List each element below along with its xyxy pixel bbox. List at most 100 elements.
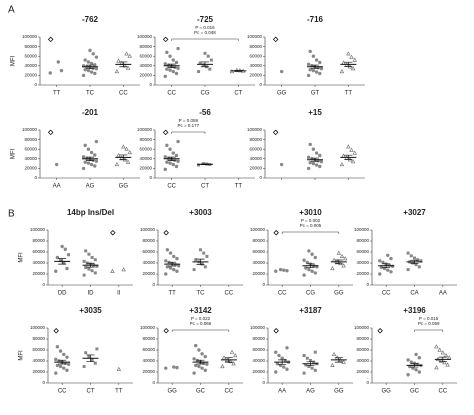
error-bar bbox=[86, 354, 95, 362]
y-tick-label: 80000 bbox=[356, 336, 369, 341]
y-tick-label: 80000 bbox=[249, 44, 262, 49]
y-tick-label: 60000 bbox=[139, 146, 152, 151]
data-point bbox=[305, 356, 309, 360]
y-axis-label: MFI bbox=[11, 56, 17, 67]
data-point bbox=[313, 271, 317, 275]
data-point bbox=[201, 162, 205, 166]
data-point bbox=[56, 60, 60, 64]
data-point bbox=[65, 368, 69, 373]
data-point bbox=[84, 249, 88, 253]
y-tick-label: 80000 bbox=[356, 238, 369, 243]
y-tick-label: 20000 bbox=[249, 73, 262, 78]
x-tick-label: CG bbox=[306, 291, 315, 297]
error-bar bbox=[234, 70, 243, 72]
data-point bbox=[165, 265, 170, 269]
data-point bbox=[434, 365, 439, 370]
data-point bbox=[176, 46, 180, 51]
data-point bbox=[306, 62, 311, 67]
y-tick-label: 80000 bbox=[32, 238, 45, 243]
x-tick-label: GC bbox=[410, 389, 420, 395]
data-point bbox=[62, 366, 66, 370]
data-point bbox=[338, 261, 343, 266]
x-tick-label: TT bbox=[235, 184, 243, 190]
error-bar bbox=[196, 258, 205, 265]
data-point bbox=[406, 251, 410, 255]
data-point bbox=[93, 71, 97, 76]
outlier bbox=[110, 229, 116, 236]
data-point bbox=[417, 265, 421, 269]
data-point bbox=[89, 70, 94, 74]
data-point bbox=[163, 155, 167, 159]
error-bar bbox=[334, 357, 343, 363]
error-bar bbox=[86, 64, 94, 69]
y-tick-label: 60000 bbox=[139, 53, 152, 58]
y-tick-label: 0 bbox=[149, 175, 152, 180]
data-point bbox=[121, 267, 126, 272]
data-point bbox=[378, 272, 382, 276]
data-point bbox=[66, 362, 71, 366]
data-point bbox=[198, 61, 202, 65]
data-point bbox=[202, 251, 206, 255]
data-point bbox=[313, 368, 317, 372]
data-point bbox=[91, 52, 95, 56]
error-bar bbox=[410, 363, 419, 368]
panel-title: +3027 bbox=[403, 208, 426, 217]
y-axis-label: MFI bbox=[11, 149, 17, 160]
outlier bbox=[47, 129, 54, 136]
data-point bbox=[94, 139, 99, 144]
y-tick-label: 60000 bbox=[252, 249, 265, 254]
data-point bbox=[381, 260, 385, 265]
x-tick-label: GT bbox=[311, 91, 320, 97]
outlier bbox=[272, 36, 279, 43]
data-point bbox=[314, 151, 319, 155]
x-tick-label: GG bbox=[334, 389, 344, 395]
y-tick-label: 60000 bbox=[356, 249, 369, 254]
data-point bbox=[114, 69, 120, 74]
data-point bbox=[65, 266, 69, 271]
y-tick-label: 20000 bbox=[32, 271, 45, 276]
x-tick-label: CC bbox=[167, 184, 176, 190]
data-point bbox=[194, 258, 198, 262]
data-point bbox=[174, 164, 179, 169]
y-tick-label: 0 bbox=[259, 82, 262, 87]
data-point bbox=[165, 67, 169, 71]
data-point bbox=[165, 50, 169, 55]
data-point bbox=[220, 364, 225, 369]
data-point bbox=[197, 163, 201, 167]
x-tick-label: GG bbox=[334, 291, 344, 297]
data-point bbox=[95, 347, 99, 351]
panel-title: 14bp Ins/Del bbox=[67, 208, 114, 217]
data-point bbox=[378, 259, 382, 263]
data-point bbox=[171, 69, 175, 74]
y-axis-label: MFI bbox=[19, 350, 25, 361]
y-tick-label: 100000 bbox=[22, 127, 38, 132]
data-point bbox=[125, 159, 131, 164]
y-tick-label: 80000 bbox=[24, 137, 37, 142]
data-point bbox=[341, 153, 346, 158]
data-point bbox=[168, 266, 173, 270]
y-tick-label: 40000 bbox=[139, 156, 152, 161]
y-tick-label: 60000 bbox=[32, 249, 45, 254]
error-bar bbox=[86, 156, 94, 161]
data-point bbox=[176, 159, 180, 163]
x-tick-label: TT bbox=[168, 291, 176, 297]
data-point bbox=[84, 351, 88, 355]
y-tick-label: 40000 bbox=[32, 260, 45, 265]
y-tick-label: 100000 bbox=[250, 325, 266, 330]
data-point bbox=[171, 58, 175, 62]
data-point bbox=[413, 256, 416, 260]
data-point bbox=[285, 269, 289, 273]
data-point bbox=[416, 258, 420, 262]
data-point bbox=[313, 350, 317, 354]
y-tick-label: 40000 bbox=[252, 358, 265, 363]
error-bar bbox=[201, 163, 209, 166]
data-point bbox=[309, 358, 312, 362]
error-bar bbox=[167, 63, 176, 68]
significance-bracket bbox=[281, 231, 340, 234]
error-bar bbox=[306, 263, 315, 269]
data-point bbox=[205, 254, 209, 258]
y-tick-label: 100000 bbox=[137, 34, 153, 39]
data-point bbox=[352, 57, 357, 62]
x-tick-label: TC bbox=[197, 291, 206, 297]
data-point bbox=[434, 344, 439, 349]
